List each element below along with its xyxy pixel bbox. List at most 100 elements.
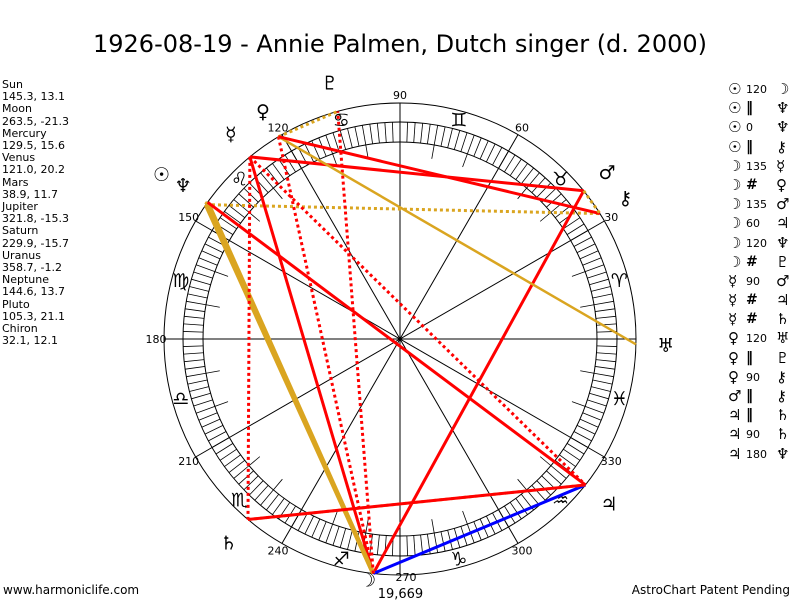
aspect-planet-1: ☉ [728, 137, 742, 156]
degree-tick [228, 205, 246, 219]
planet-name-neptune: Neptune [2, 273, 50, 287]
planet-coords-uranus: 358.7, -1.2 [2, 261, 62, 275]
degree-tick [224, 454, 241, 467]
zodiac-sign-glyph: ♓ [611, 388, 628, 410]
degree-tick [467, 134, 475, 155]
degree-tick [339, 528, 347, 548]
aspect-type: 120 [746, 83, 767, 96]
aspect-planet-1: ♀ [728, 348, 739, 367]
degree-tick [260, 489, 274, 506]
planet-name-moon: Moon [2, 102, 32, 116]
aspect-planet-2: ♅ [776, 329, 790, 348]
aspect-type: 90 [746, 370, 760, 384]
degree-tick [254, 485, 269, 501]
aspect-planet-2: ♃ [776, 214, 790, 233]
aspect-planet-2: ♃ [776, 291, 790, 310]
aspect-row: ☽ # ♇ [728, 253, 789, 272]
aspect-line [206, 201, 587, 487]
aspect-planet-2: ♇ [776, 252, 790, 271]
degree-tick [186, 372, 207, 378]
degree-tick [228, 459, 246, 473]
degree-tick [546, 470, 562, 485]
aspect-planet-2: ⚷ [776, 387, 787, 405]
zodiac-sign-glyph: ♍ [172, 270, 189, 292]
degree-tick [573, 431, 592, 442]
degree-label: 120 [268, 122, 289, 135]
degree-tick [195, 264, 216, 272]
ten-degree-tick [580, 370, 595, 374]
planet-glyph-uranus: ♅ [657, 335, 674, 357]
aspect-type: 180 [746, 447, 767, 461]
planet-coords-saturn: 229.9, -15.7 [2, 236, 69, 250]
degree-tick [509, 158, 522, 176]
degree-tick [272, 498, 285, 515]
aspect-line [246, 156, 252, 520]
aspect-line [278, 135, 601, 216]
ten-degree-tick [431, 519, 435, 534]
degree-tick [183, 331, 204, 333]
degree-tick [515, 163, 528, 180]
aspect-type: 60 [746, 217, 760, 231]
zodiac-sign-glyph: ♌ [231, 168, 248, 190]
aspect-planet-1: ☽ [728, 156, 742, 175]
degree-tick [485, 143, 496, 163]
degree-tick [185, 366, 205, 370]
planet-name-sun: Sun [2, 78, 23, 91]
aspect-row: ☽ 135 ☿ [728, 157, 789, 176]
degree-tick [492, 147, 503, 166]
aspect-row: ☉ ‖ ⚷ [728, 138, 789, 157]
degree-tick [593, 300, 614, 306]
degree-tick [592, 293, 613, 299]
degree-tick [531, 485, 546, 501]
degree-tick [582, 412, 602, 421]
degree-tick [347, 128, 353, 148]
planet-name-chiron: Chiron [2, 322, 38, 336]
planet-glyph-mercury: ☿ [225, 124, 237, 146]
degree-tick [187, 293, 208, 299]
degree-tick [595, 366, 615, 370]
aspect-row: ☿ # ♃ [728, 291, 789, 310]
degree-tick [369, 534, 373, 554]
website-link[interactable]: www.harmoniclife.com [3, 583, 140, 597]
degree-tick [573, 236, 592, 247]
degree-tick [354, 126, 360, 147]
planet-name-pluto: Pluto [2, 297, 30, 311]
ten-degree-tick [205, 304, 220, 308]
ten-degree-tick [365, 144, 369, 159]
degree-tick [215, 443, 234, 455]
degree-tick [595, 359, 616, 363]
ten-degree-tick [273, 187, 283, 200]
aspect-type: 135 [746, 198, 767, 212]
planet-glyph-saturn: ♄ [220, 532, 237, 554]
degree-tick [595, 308, 615, 312]
aspect-planet-2: ☽ [776, 80, 790, 98]
aspect-row: ♂ ‖ ⚷ [728, 387, 789, 406]
degree-tick [440, 126, 446, 147]
aspect-type: # [746, 253, 758, 270]
planet-coords-venus: 121.0, 20.2 [2, 163, 65, 177]
aspect-row: ♀ 90 ⚷ [728, 368, 789, 387]
aspect-type: 120 [746, 332, 767, 346]
planet-name-jupiter: Jupiter [2, 200, 38, 214]
degree-tick [376, 534, 380, 555]
aspect-type: 90 [746, 428, 760, 442]
aspect-planet-1: ♃ [728, 425, 742, 444]
aspect-type: ‖ [746, 138, 753, 155]
aspect-planet-2: ♂ [776, 195, 790, 214]
degree-tick [266, 493, 280, 511]
ten-degree-tick [571, 401, 586, 407]
aspect-planet-1: ☉ [728, 80, 742, 98]
ten-degree-tick [571, 271, 586, 277]
aspect-planet-2: ♆ [776, 99, 790, 118]
aspect-line [582, 189, 602, 215]
planet-glyph-pluto: ♇ [321, 72, 338, 94]
degree-tick [243, 475, 259, 491]
zodiac-sign-glyph: ♋ [333, 110, 350, 132]
planet-coords-sun: 145.3, 13.1 [2, 90, 65, 104]
ten-degree-tick [517, 478, 527, 491]
ten-degree-tick [539, 456, 552, 466]
degree-tick [440, 531, 446, 552]
aspect-planet-2: ♀ [776, 175, 787, 194]
degree-tick [304, 515, 315, 535]
aspect-planet-2: ♆ [776, 233, 790, 252]
